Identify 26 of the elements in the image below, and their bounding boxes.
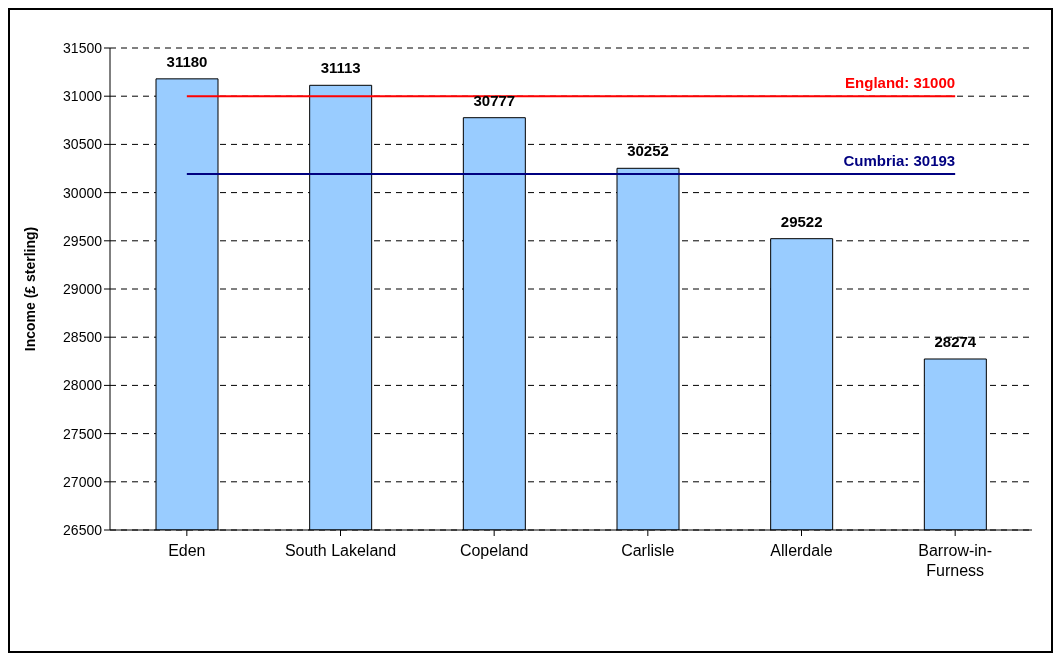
data-label: 31180 [166, 52, 208, 70]
y-tick-label: 30500 [63, 136, 103, 153]
ref-line-label: Cumbria: 30193 [843, 151, 956, 169]
ref-line-label: England: 31000 [845, 74, 956, 92]
data-label: 29522 [780, 212, 823, 230]
y-tick-label: 27000 [63, 473, 103, 490]
y-tick-label: 31000 [63, 88, 103, 105]
x-tick-label: Carlisle [621, 542, 675, 559]
data-label: 30777 [473, 91, 516, 109]
y-tick-label: 31500 [63, 39, 103, 56]
data-label: 30252 [627, 142, 669, 160]
x-tick-label: Eden [168, 542, 206, 559]
y-tick-label: 29500 [63, 232, 103, 249]
y-axis-title: Income (£ sterling) [21, 226, 38, 352]
y-tick-label: 30000 [63, 184, 103, 201]
y-tick-label: 27500 [63, 425, 103, 442]
x-tick-label: South Lakeland [284, 542, 397, 559]
y-tick-label: 28000 [63, 377, 103, 394]
data-label: 28274 [934, 332, 977, 350]
y-tick-label: 29000 [63, 280, 103, 297]
x-tick-label: Barrow-in-Furness [918, 542, 993, 579]
data-label: 31113 [320, 59, 361, 77]
y-tick-label: 28500 [63, 329, 103, 346]
x-tick-label: Copeland [459, 542, 529, 559]
y-tick-label: 26500 [63, 521, 103, 538]
x-tick-label: Allerdale [770, 542, 833, 559]
